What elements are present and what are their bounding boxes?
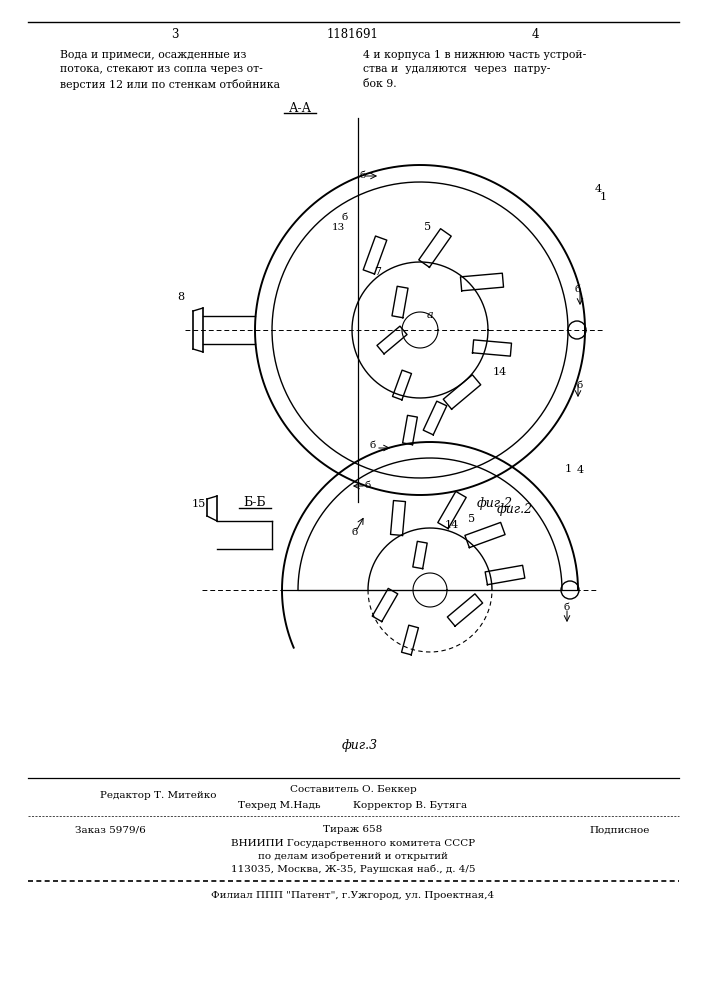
Text: 1: 1	[564, 464, 571, 474]
Text: 15: 15	[192, 499, 206, 509]
Text: Заказ 5979/6: Заказ 5979/6	[75, 826, 146, 834]
Text: б: б	[342, 214, 348, 223]
Text: по делам изобретений и открытий: по делам изобретений и открытий	[258, 851, 448, 861]
Text: 113035, Москва, Ж-35, Раушская наб., д. 4/5: 113035, Москва, Ж-35, Раушская наб., д. …	[230, 864, 475, 874]
Text: б: б	[564, 603, 570, 612]
Text: Б-Б: Б-Б	[244, 496, 267, 510]
Text: 5: 5	[469, 514, 476, 524]
Text: 1181691: 1181691	[327, 28, 379, 41]
Text: 14: 14	[445, 520, 459, 530]
Text: 4 и корпуса 1 в нижнюю часть устрой-
ства и  удаляются  через  патру-
бок 9.: 4 и корпуса 1 в нижнюю часть устрой- ств…	[363, 50, 586, 89]
Text: фиг.3: фиг.3	[342, 738, 378, 752]
Text: Техред М.Надь          Корректор В. Бутяга: Техред М.Надь Корректор В. Бутяга	[238, 802, 467, 810]
Text: 7: 7	[375, 267, 382, 277]
Text: 4: 4	[595, 184, 602, 194]
Text: Тираж 658: Тираж 658	[323, 826, 382, 834]
Text: 1: 1	[600, 192, 607, 202]
Text: 5: 5	[424, 222, 431, 232]
Text: фиг.2: фиг.2	[477, 497, 513, 510]
Text: 14: 14	[493, 367, 507, 377]
Text: ВНИИПИ Государственного комитета СССР: ВНИИПИ Государственного комитета СССР	[231, 838, 475, 848]
Text: Вода и примеси, осажденные из
потока, стекают из сопла через от-
верстия 12 или : Вода и примеси, осажденные из потока, ст…	[60, 50, 280, 90]
Text: фиг.2: фиг.2	[497, 504, 533, 516]
Text: Подписное: Подписное	[590, 826, 650, 834]
Text: б: б	[352, 528, 358, 537]
Text: б: б	[365, 482, 371, 490]
Text: а: а	[427, 310, 433, 320]
Text: 8: 8	[177, 292, 185, 302]
Text: 4: 4	[576, 465, 583, 475]
Text: 13: 13	[332, 223, 344, 232]
Circle shape	[561, 581, 579, 599]
Text: Составитель О. Беккер: Составитель О. Беккер	[290, 786, 416, 794]
Text: А-А: А-А	[288, 102, 312, 114]
Text: 3: 3	[171, 28, 179, 41]
Text: б: б	[360, 172, 366, 180]
Text: Редактор Т. Митейко: Редактор Т. Митейко	[100, 792, 216, 800]
Text: б: б	[575, 286, 581, 294]
Circle shape	[568, 321, 586, 339]
Text: Филиал ППП "Патент", г.Ужгород, ул. Проектная,4: Филиал ППП "Патент", г.Ужгород, ул. Прое…	[211, 892, 495, 900]
Text: 4: 4	[531, 28, 539, 41]
Text: б: б	[577, 380, 583, 389]
Text: б: б	[370, 441, 376, 450]
